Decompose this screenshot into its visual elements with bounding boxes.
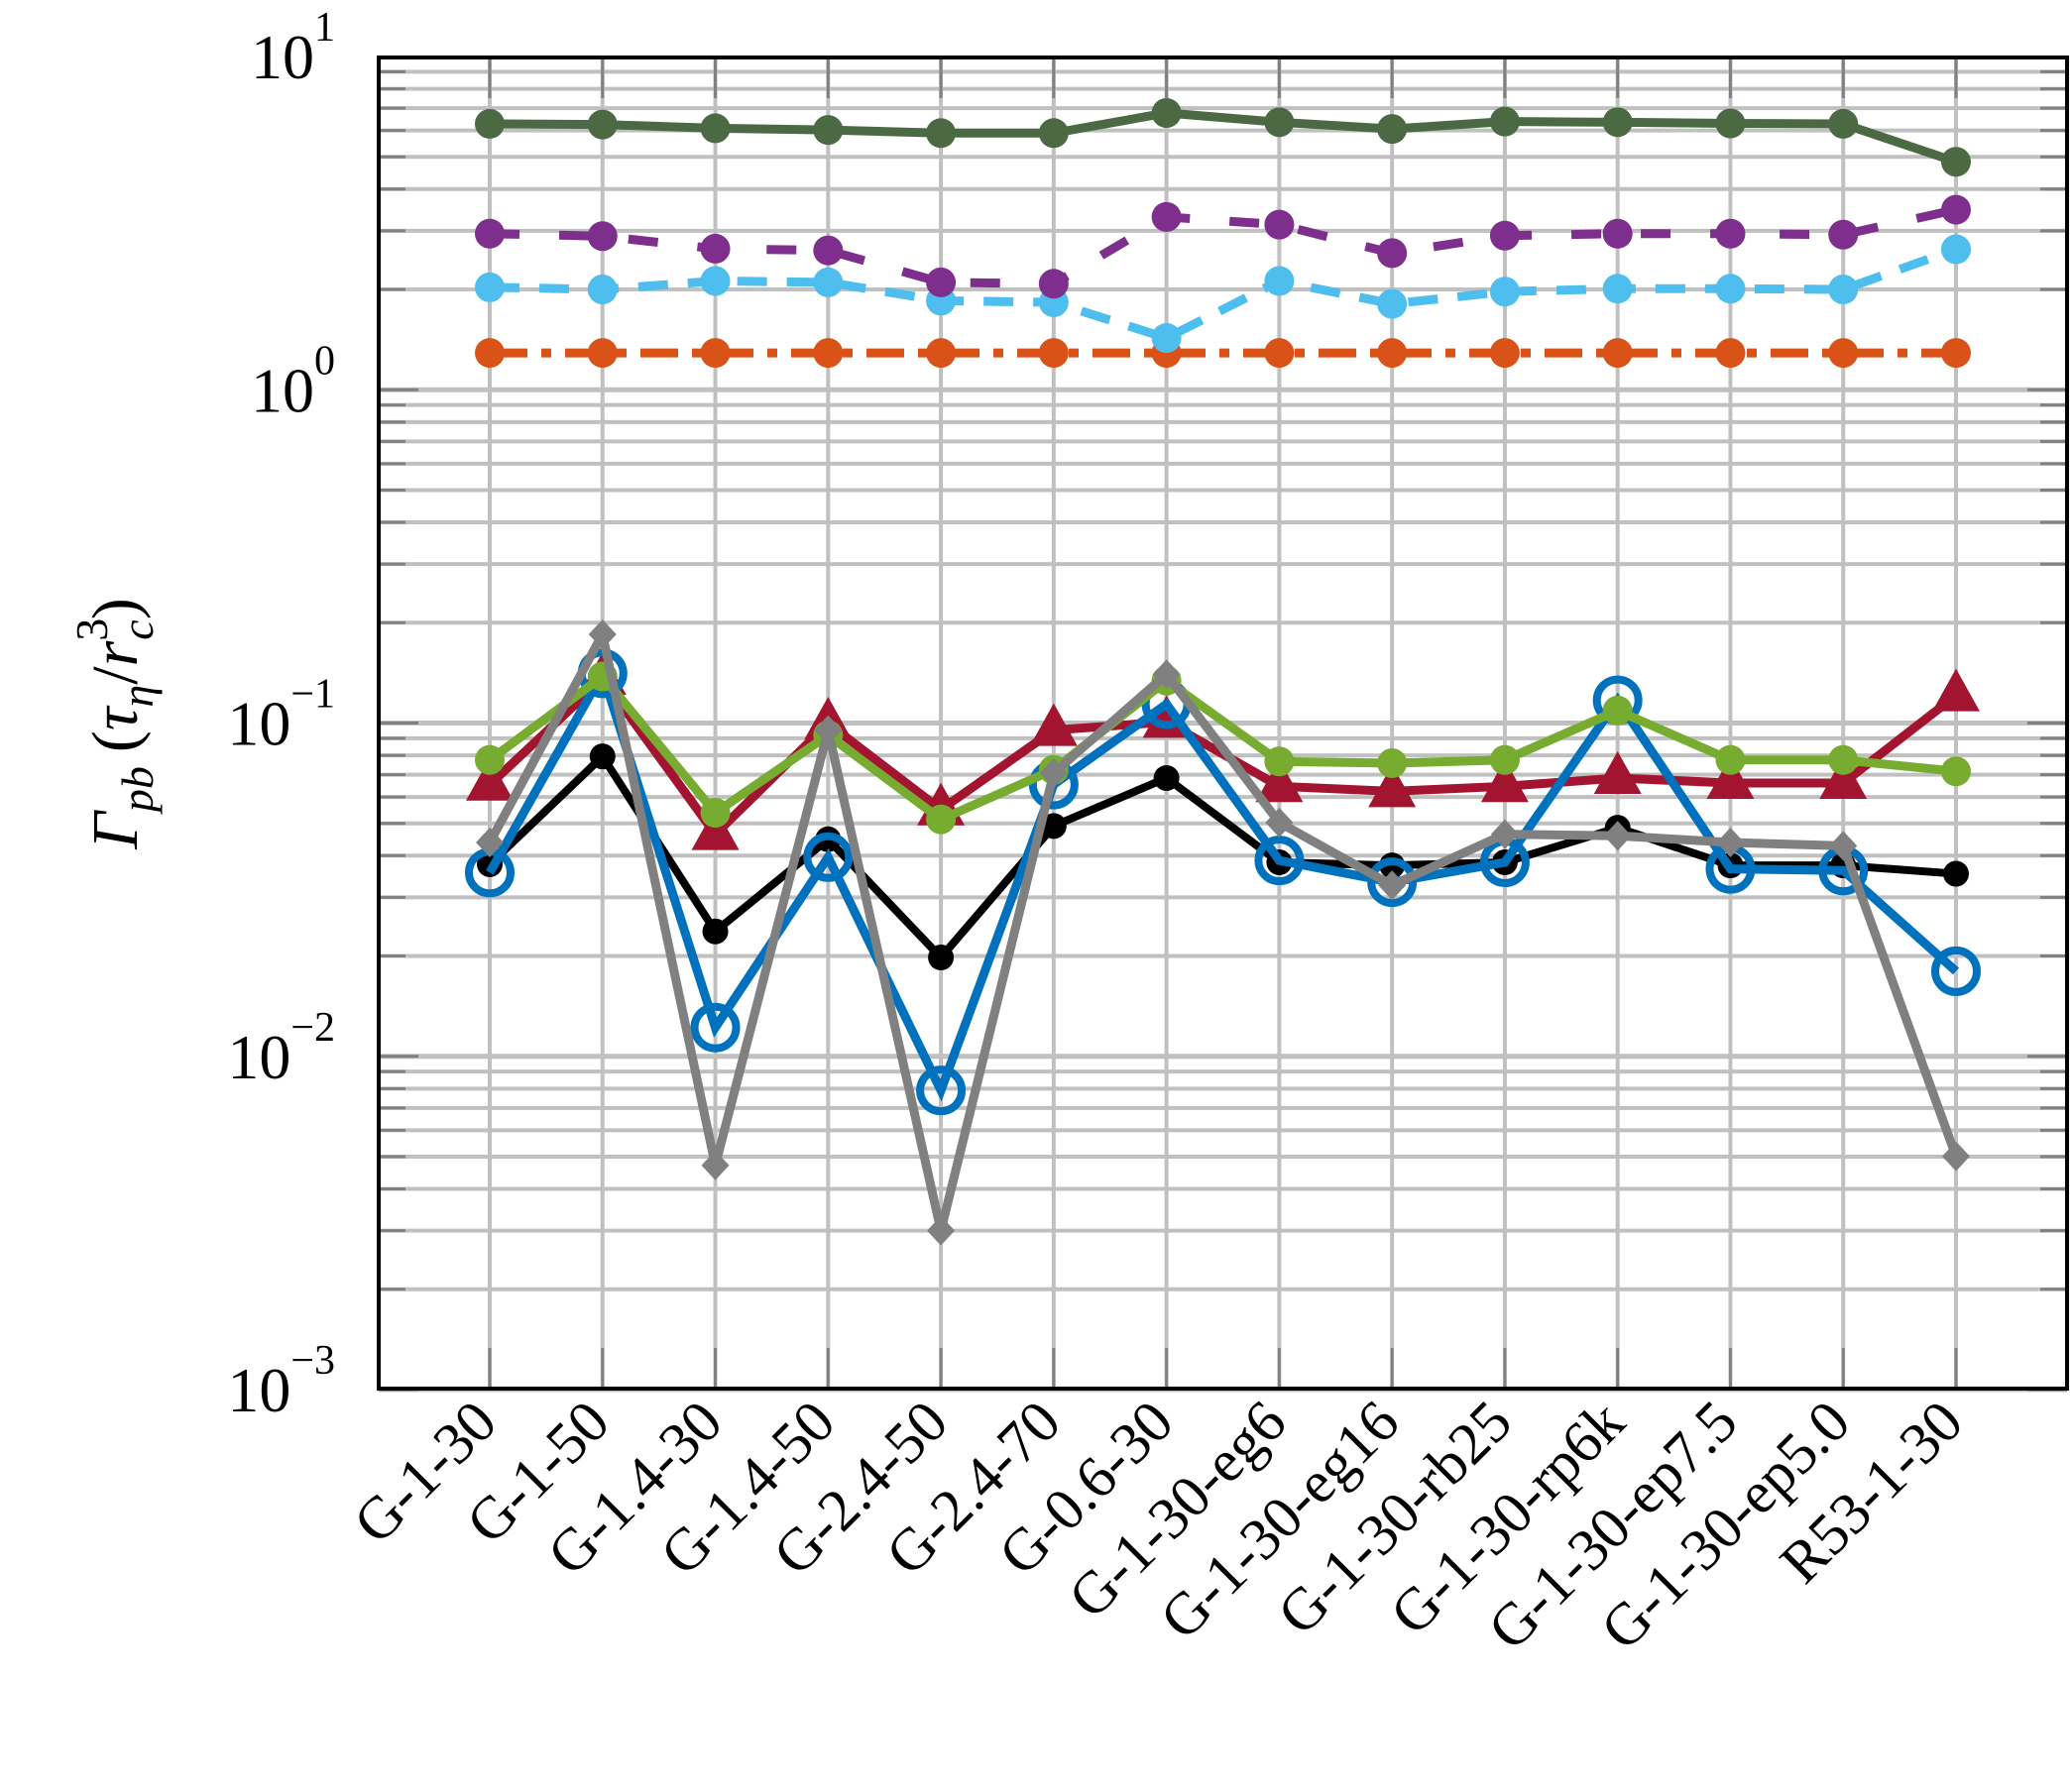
axis-ticks xyxy=(379,56,2067,1392)
axes-frame xyxy=(377,56,2069,1391)
svg-text:Γpb(τη/r3c): Γpb(τη/r3c) xyxy=(66,598,163,849)
x-tick-labels: G-1-30G-1-50G-1.4-30G-1.4-50G-2.4-50G-2.… xyxy=(341,1389,1975,1662)
y-tick-label: 100 xyxy=(251,338,335,425)
data-series xyxy=(465,97,1982,1246)
y-tick-label: 10−3 xyxy=(227,1338,335,1425)
y-axis-label: Γpb(τη/r3c) xyxy=(66,598,163,849)
y-tick-label: 101 xyxy=(251,5,335,92)
series-gray xyxy=(476,618,1971,1246)
series-orange xyxy=(475,338,1972,369)
y-tick-label: 10−2 xyxy=(227,1005,335,1092)
series-darkgreen xyxy=(475,97,1972,177)
y-tick-label: 10−1 xyxy=(227,672,335,759)
y-tick-labels: 101 100 10−1 10−2 10−3 xyxy=(227,5,335,1425)
series-purple xyxy=(475,194,1972,299)
series-cyan xyxy=(475,234,1972,354)
